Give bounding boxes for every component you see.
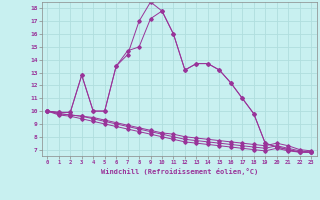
X-axis label: Windchill (Refroidissement éolien,°C): Windchill (Refroidissement éolien,°C) <box>100 168 258 175</box>
